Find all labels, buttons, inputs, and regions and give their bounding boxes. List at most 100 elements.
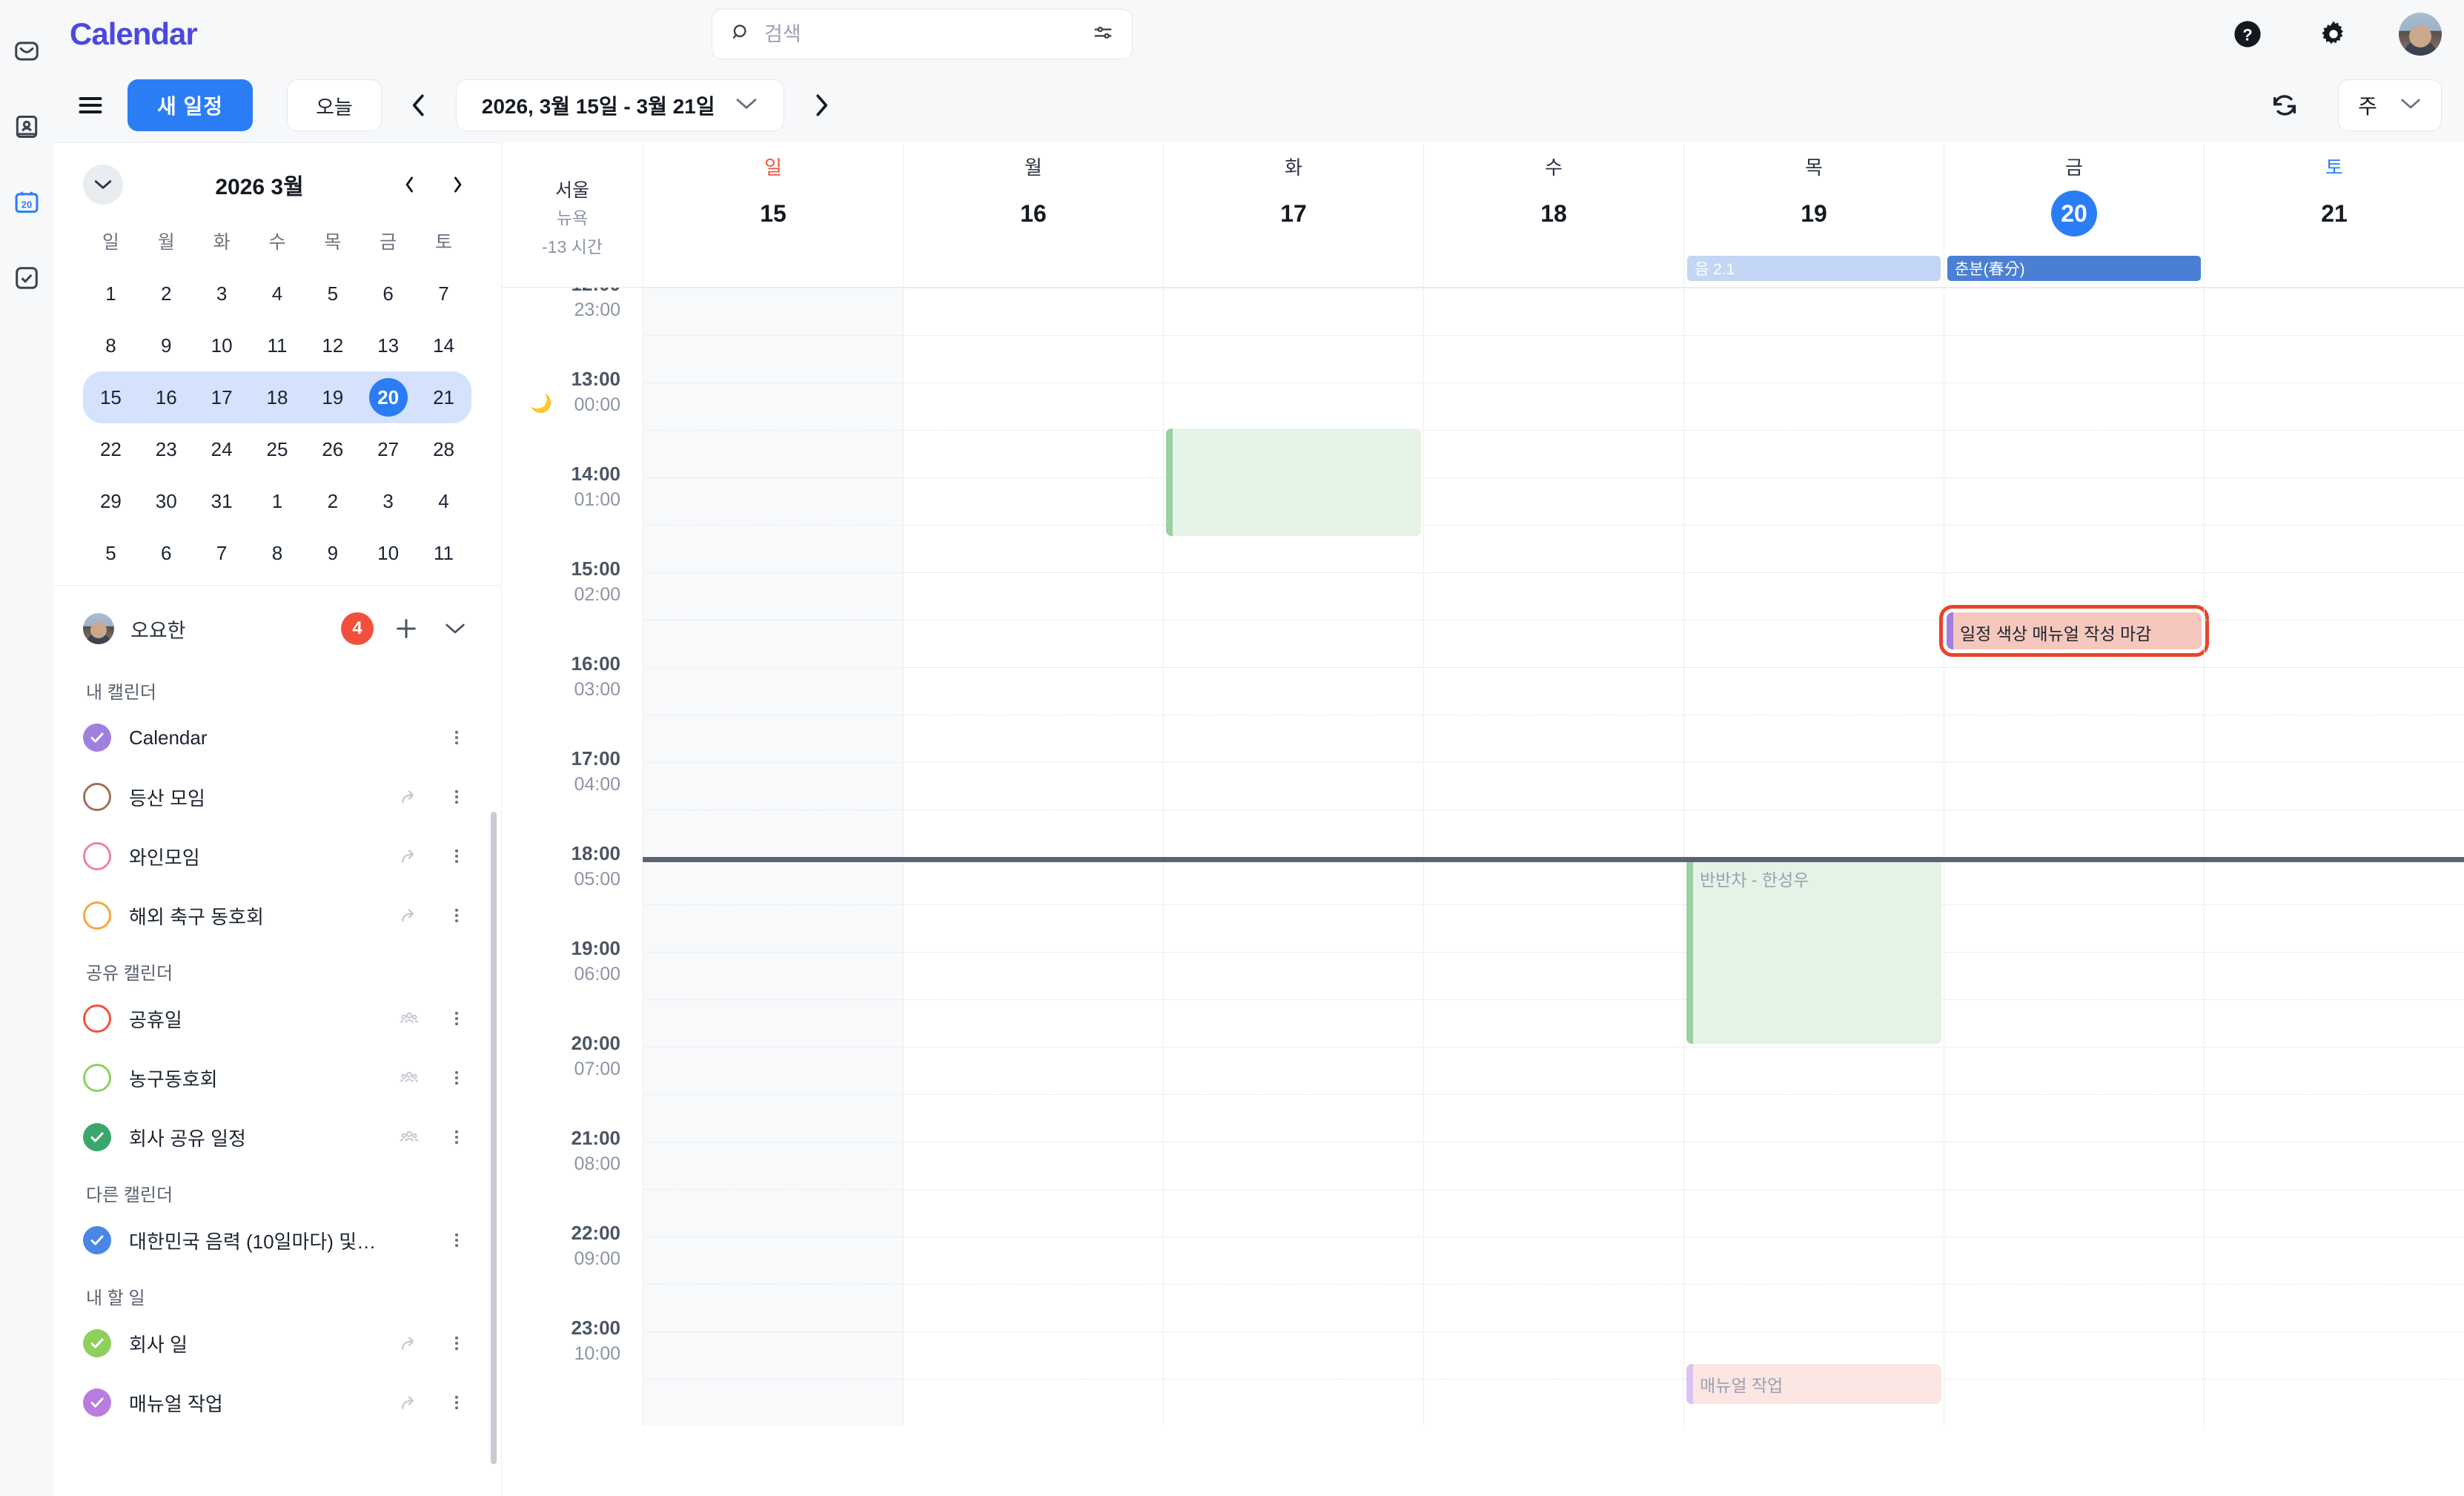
mini-day-cell[interactable]: 13: [360, 320, 416, 371]
calendar-list-item[interactable]: 와인모임: [83, 827, 471, 886]
mini-day-cell[interactable]: 9: [305, 527, 360, 579]
calendar-item-menu-icon[interactable]: [442, 901, 471, 930]
calendar-checkbox[interactable]: [83, 842, 111, 870]
mini-day-cell[interactable]: 17: [193, 371, 250, 423]
gear-icon[interactable]: [2313, 13, 2354, 55]
mini-day-cell[interactable]: 11: [416, 527, 471, 579]
day-column-21[interactable]: [2204, 288, 2464, 1426]
share-arrow-icon[interactable]: [394, 1388, 424, 1417]
calendar-event[interactable]: 반반차 - 한성우: [1686, 858, 1941, 1044]
share-arrow-icon[interactable]: [394, 782, 424, 812]
day-header-21[interactable]: 토 21: [2204, 142, 2464, 287]
mini-day-cell[interactable]: 12: [305, 320, 360, 371]
help-icon[interactable]: ?: [2227, 13, 2268, 55]
mini-prev-month-icon[interactable]: [396, 171, 424, 199]
calendar-checkbox[interactable]: [83, 901, 111, 930]
mini-day-cell[interactable]: 26: [305, 423, 360, 475]
calendar-checkbox[interactable]: [83, 1004, 111, 1033]
mini-day-cell[interactable]: 4: [250, 268, 305, 320]
next-week-icon[interactable]: [801, 85, 842, 126]
mini-day-cell[interactable]: 5: [83, 527, 139, 579]
mini-day-cell[interactable]: 21: [416, 371, 471, 423]
share-arrow-icon[interactable]: [394, 841, 424, 871]
calendar-item-menu-icon[interactable]: [442, 1388, 471, 1417]
rail-tasks-icon[interactable]: [10, 261, 44, 295]
mini-day-cell[interactable]: 3: [360, 475, 416, 527]
all-day-event[interactable]: 음 2.1: [1687, 256, 1941, 281]
mini-day-cell[interactable]: 29: [83, 475, 139, 527]
mini-day-cell[interactable]: 6: [139, 527, 194, 579]
calendar-list-item[interactable]: 공휴일: [83, 989, 471, 1048]
mini-day-cell[interactable]: 9: [139, 320, 194, 371]
rail-contacts-icon[interactable]: [10, 110, 44, 144]
rail-calendar-icon[interactable]: 20: [10, 185, 44, 219]
calendar-checkbox[interactable]: [83, 1226, 111, 1254]
calendar-event[interactable]: 일정 색상 매뉴얼 작성 마감: [1939, 605, 2209, 657]
today-button[interactable]: 오늘: [287, 79, 382, 131]
calendar-item-menu-icon[interactable]: [442, 841, 471, 871]
mini-day-cell[interactable]: 28: [416, 423, 471, 475]
mini-day-cell[interactable]: 30: [139, 475, 194, 527]
day-header-16[interactable]: 월 16: [903, 142, 1163, 287]
day-column-20[interactable]: 일정 색상 매뉴얼 작성 마감: [1939, 288, 2209, 1426]
calendar-list-item[interactable]: 등산 모임: [83, 767, 471, 827]
owner-collapse-icon[interactable]: [439, 612, 471, 645]
all-day-event[interactable]: 춘분(春分): [1947, 256, 2201, 281]
mini-day-cell[interactable]: 6: [360, 268, 416, 320]
mini-day-cell[interactable]: 7: [194, 527, 250, 579]
calendar-event[interactable]: 매뉴얼 작업: [1686, 1364, 1941, 1404]
mini-day-cell[interactable]: 1: [83, 268, 139, 320]
mini-day-cell[interactable]: 22: [83, 423, 139, 475]
day-header-17[interactable]: 화 17: [1163, 142, 1423, 287]
calendar-checkbox[interactable]: [83, 1123, 111, 1151]
day-header-19[interactable]: 목 19 음 2.1: [1683, 142, 1944, 287]
mini-calendar-collapse-icon[interactable]: [83, 165, 123, 205]
sidebar-scrollbar[interactable]: [491, 812, 497, 1464]
calendar-list-item[interactable]: 대한민국 음력 (10일마다) 및…: [83, 1211, 471, 1270]
view-mode-selector[interactable]: 주: [2338, 79, 2442, 131]
refresh-icon[interactable]: [2264, 85, 2305, 126]
mini-day-cell[interactable]: 10: [194, 320, 250, 371]
calendar-checkbox[interactable]: [83, 1389, 111, 1417]
week-grid-scroll[interactable]: 12:00 23:00 13:00 00:00 🌙 14:00 01:00 15:00 02:0…: [502, 288, 2464, 1496]
mini-next-month-icon[interactable]: [443, 171, 471, 199]
calendar-item-menu-icon[interactable]: [442, 782, 471, 812]
share-arrow-icon[interactable]: [394, 901, 424, 930]
calendar-item-menu-icon[interactable]: [442, 1122, 471, 1152]
mini-day-cell[interactable]: 8: [250, 527, 305, 579]
calendar-checkbox[interactable]: [83, 1064, 111, 1092]
mini-day-cell[interactable]: 18: [249, 371, 305, 423]
prev-week-icon[interactable]: [398, 85, 440, 126]
share-arrow-icon[interactable]: [394, 1328, 424, 1358]
mini-day-cell[interactable]: 3: [194, 268, 250, 320]
day-header-15[interactable]: 일 15: [643, 142, 903, 287]
mini-day-cell[interactable]: 14: [416, 320, 471, 371]
calendar-list-item[interactable]: 해외 축구 동호회: [83, 886, 471, 945]
mini-day-cell[interactable]: 1: [250, 475, 305, 527]
mini-day-cell[interactable]: 19: [305, 371, 361, 423]
search-box[interactable]: [712, 9, 1133, 59]
mini-day-cell[interactable]: 16: [138, 371, 194, 423]
mini-day-cell[interactable]: 11: [250, 320, 305, 371]
calendar-list-item[interactable]: 매뉴얼 작업: [83, 1373, 471, 1432]
shared-people-icon[interactable]: [394, 1063, 424, 1093]
mini-day-cell[interactable]: 2: [139, 268, 194, 320]
calendar-item-menu-icon[interactable]: [442, 723, 471, 752]
search-input[interactable]: [764, 22, 1080, 46]
calendar-item-menu-icon[interactable]: [442, 1225, 471, 1255]
mini-day-cell[interactable]: 27: [360, 423, 416, 475]
shared-people-icon[interactable]: [394, 1004, 424, 1033]
date-range-selector[interactable]: 2026, 3월 15일 - 3월 21일: [455, 79, 784, 131]
mini-day-cell[interactable]: 4: [416, 475, 471, 527]
new-event-button[interactable]: 새 일정: [127, 79, 254, 131]
mini-day-cell[interactable]: 23: [139, 423, 194, 475]
menu-icon[interactable]: [70, 85, 111, 126]
shared-people-icon[interactable]: [394, 1122, 424, 1152]
calendar-checkbox[interactable]: [83, 1329, 111, 1357]
calendar-checkbox[interactable]: [83, 783, 111, 811]
calendar-event[interactable]: [1166, 428, 1421, 536]
calendar-list-item[interactable]: 농구동호회: [83, 1048, 471, 1108]
calendar-item-menu-icon[interactable]: [442, 1004, 471, 1033]
mini-day-cell[interactable]: 15: [83, 371, 139, 423]
